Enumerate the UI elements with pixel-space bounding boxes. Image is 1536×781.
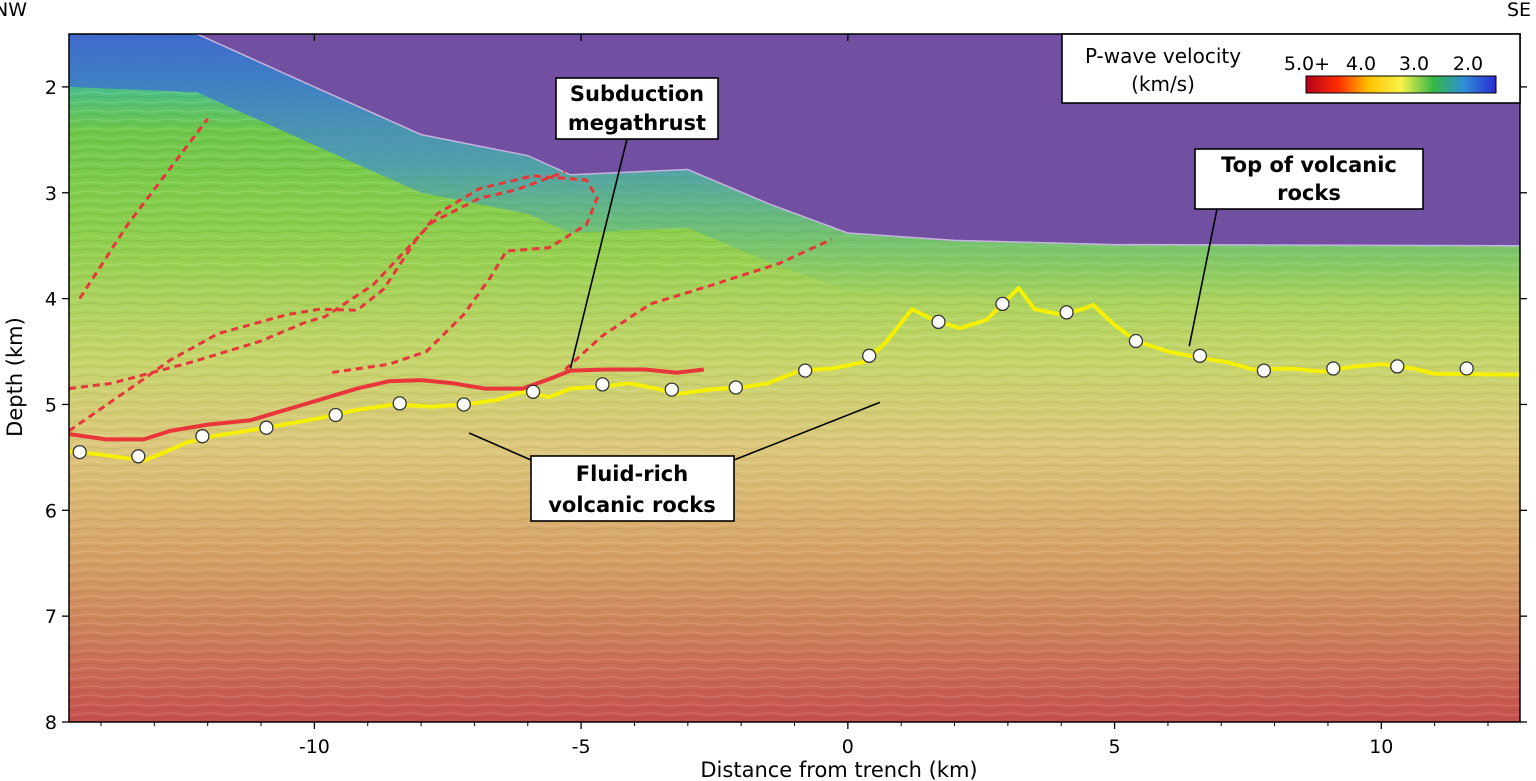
legend-tick-5: 5.0+: [1284, 53, 1330, 75]
volcanic-top-marker-11: [728, 380, 743, 395]
y-tick-label-5: 5: [45, 394, 57, 416]
legend-tick-4: 4.0: [1346, 53, 1376, 75]
megathrust-callout-box: [555, 77, 719, 140]
fluid-rich-leader-line-left: [468, 432, 532, 461]
volcanic-top-marker-6: [392, 396, 407, 411]
volcanic-top-marker-10: [664, 382, 679, 397]
megathrust-callout: Subduction megathrust: [555, 77, 719, 369]
axis-ticks: -10 -5 0 5 10 2 3 4 5 6 7 8: [45, 34, 1527, 758]
megathrust-callout-line2: megathrust: [568, 111, 706, 135]
legend-tick-2: 2.0: [1453, 53, 1483, 75]
y-tick-label-6: 6: [45, 500, 57, 522]
se-corner-label: SE: [1507, 0, 1531, 21]
callouts: Subduction megathrust Top of volcanic ro…: [468, 77, 1424, 522]
legend-title-line2: (km/s): [1131, 72, 1195, 96]
y-tick-label-4: 4: [45, 289, 57, 311]
volcanic-top-marker-21: [1390, 359, 1405, 374]
volcanic-top-marker-9: [595, 377, 610, 392]
volcanic-top-marker-17: [1128, 333, 1144, 349]
volcanic-top-marker-18: [1192, 348, 1208, 363]
volcanic-top-marker-20: [1326, 361, 1341, 376]
dashed-fault-2: [69, 170, 566, 391]
volcanic-top-callout-box: [1194, 148, 1424, 210]
legend-tick-3: 3.0: [1399, 53, 1429, 75]
volcanic-top-line: [69, 286, 1520, 463]
fluid-rich-callout-line2: volcanic rocks: [548, 493, 716, 517]
volcanic-top-marker-22: [1459, 361, 1474, 376]
y-tick-label-3: 3: [45, 183, 57, 205]
dashed-fault-1: [78, 117, 209, 300]
volcanic-top-marker-2: [131, 449, 146, 464]
x-tick-label-0: 0: [842, 736, 854, 758]
volcanic-top-marker-7: [456, 397, 471, 412]
megathrust-callout-line1: Subduction: [570, 82, 704, 106]
volcanic-top-callout-line1: Top of volcanic: [1221, 153, 1397, 177]
volcanic-top-marker-12: [798, 363, 813, 378]
volcanic-top-marker-4: [259, 420, 274, 435]
megathrust-leader-line: [569, 138, 628, 369]
volcanic-top-marker-5: [328, 407, 343, 423]
volcanic-top-marker-19: [1256, 363, 1272, 378]
fluid-rich-leader-line-right: [733, 401, 881, 461]
volcanic-top-marker-15: [995, 296, 1010, 312]
legend-title-line1: P-wave velocity: [1085, 44, 1241, 68]
dashed-fault-3: [69, 174, 599, 433]
volcanic-top-callout: Top of volcanic rocks: [1188, 148, 1424, 347]
shallow-low-velocity-band: [69, 34, 1520, 304]
y-tick-label-2: 2: [45, 77, 57, 99]
y-tick-label-7: 7: [45, 606, 57, 628]
legend-colorbar: [1305, 75, 1497, 94]
fluid-rich-callout-box: [530, 455, 735, 522]
seafloor-line: [178, 34, 1520, 247]
dashed-faults: [69, 117, 833, 433]
volcanic-top-marker-14: [931, 314, 946, 330]
dashed-fault-4: [564, 237, 833, 371]
x-tick-label-5: 5: [1109, 736, 1121, 758]
volcanic-top-marker-8: [525, 384, 541, 399]
volcanic-top-marker-23: [1524, 367, 1536, 380]
volcanic-top-marker-13: [862, 348, 877, 363]
volcanic-top-leader-line: [1188, 208, 1218, 347]
volcanic-top-callout-line2: rocks: [1277, 181, 1341, 205]
x-tick-label-10: 10: [1369, 736, 1393, 758]
y-axis-label: Depth (km): [3, 317, 27, 437]
volcanic-top-markers: [72, 296, 1536, 464]
megathrust-line: [69, 367, 705, 442]
nw-corner-label: NW: [0, 0, 27, 21]
volcanic-top-marker-16: [1059, 305, 1074, 320]
volcanic-top-marker-3: [195, 429, 210, 444]
fluid-rich-callout: Fluid-rich volcanic rocks: [468, 401, 881, 522]
velocity-legend: P-wave velocity (km/s) 5.0+ 4.0 3.0 2.0: [1061, 33, 1521, 104]
fluid-rich-callout-line1: Fluid-rich: [576, 462, 688, 486]
x-tick-label--10: -10: [299, 736, 330, 758]
y-tick-label-8: 8: [45, 712, 57, 734]
x-axis-label: Distance from trench (km): [700, 758, 977, 781]
plot-area: [69, 34, 1536, 722]
x-tick-label--5: -5: [572, 736, 591, 758]
volcanic-top-marker-1: [72, 444, 87, 460]
